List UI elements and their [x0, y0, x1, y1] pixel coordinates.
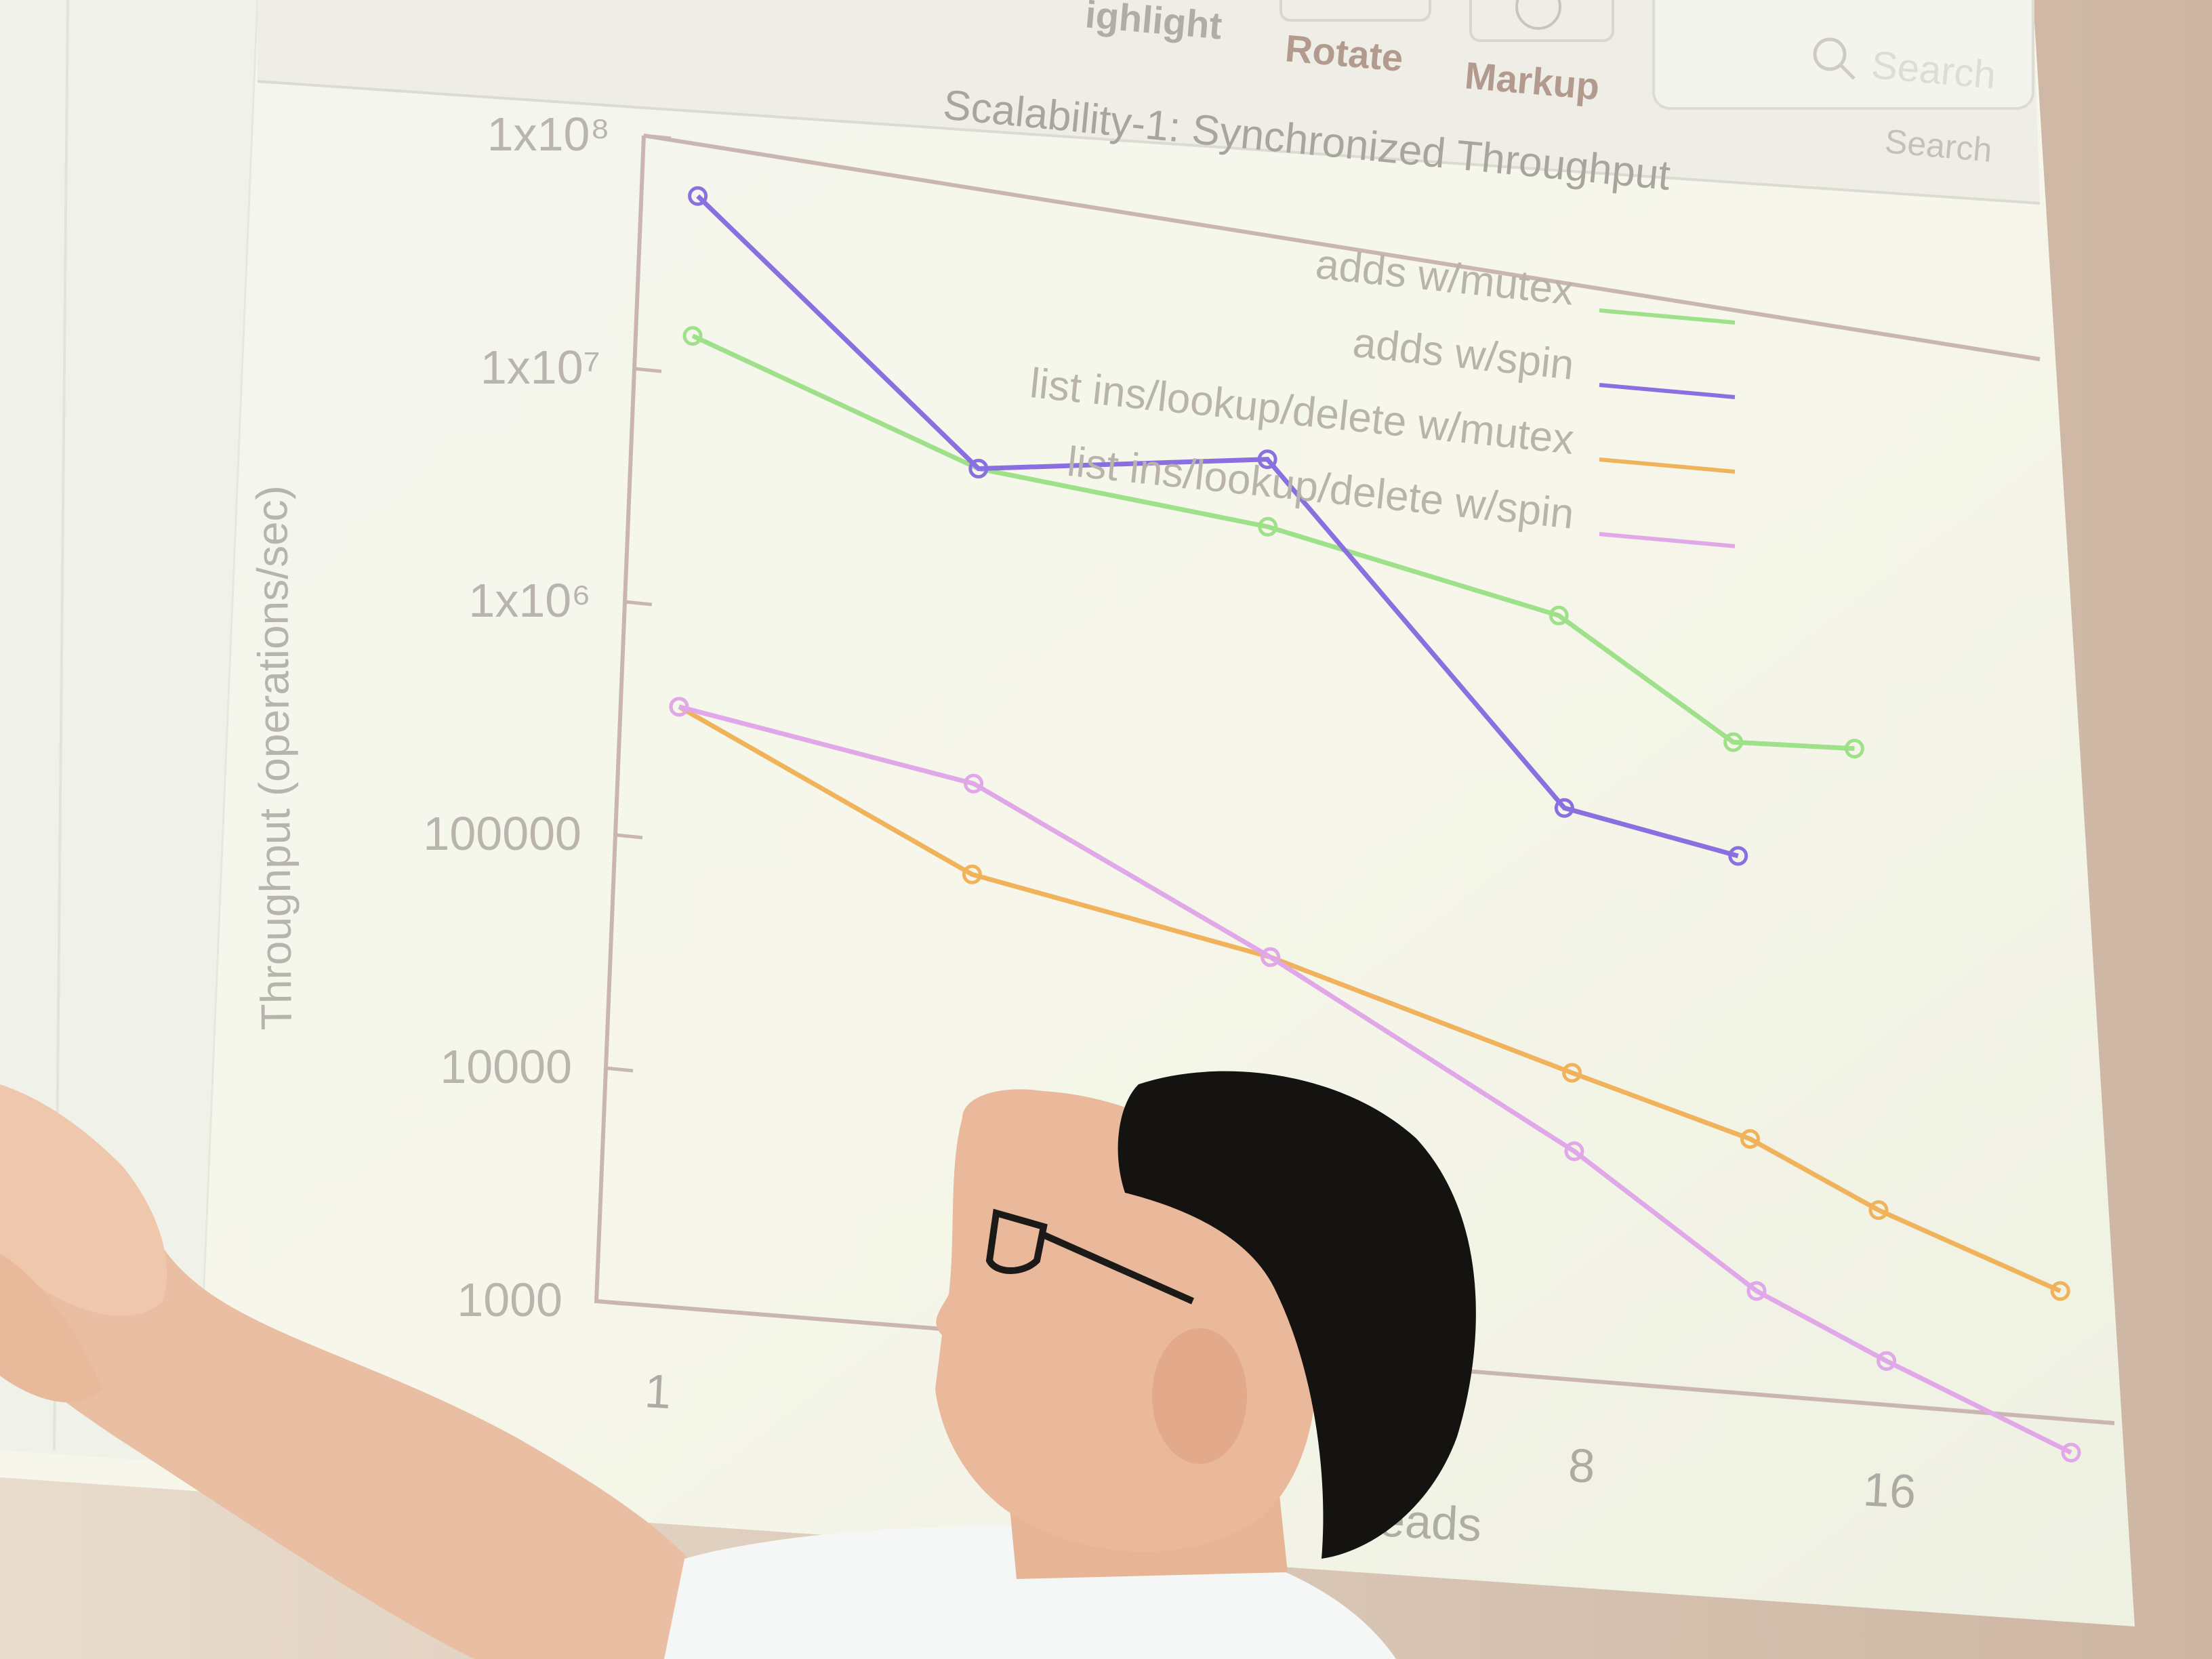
- axis-top: [643, 134, 2041, 361]
- x-tick-label: 8: [1567, 1439, 1596, 1493]
- data-point: [1549, 605, 1569, 626]
- y-tick-label: 1x10⁸: [487, 108, 610, 161]
- data-point: [1261, 947, 1281, 967]
- y-tick-label: 1x10⁶: [468, 574, 591, 627]
- data-point: [669, 697, 689, 717]
- y-tick-mark: [634, 367, 662, 373]
- x-tick-label: 1: [643, 1364, 672, 1418]
- search-icon: [1813, 37, 1847, 71]
- data-point: [1740, 1129, 1760, 1149]
- data-point: [682, 326, 703, 346]
- legend-swatch: [1599, 383, 1736, 399]
- toolbar: ighlight Rotate Markup Search Search: [1084, 0, 2034, 169]
- rotate-button-frame[interactable]: [1279, 0, 1431, 22]
- data-point: [1258, 516, 1278, 537]
- legend-swatch: [1599, 457, 1736, 474]
- data-point: [1728, 846, 1748, 866]
- data-point: [962, 864, 982, 884]
- legend-swatch: [1599, 308, 1736, 325]
- y-tick-label: 1x10⁷: [480, 341, 600, 394]
- toolbar-item-rotate[interactable]: Rotate: [1284, 26, 1405, 79]
- data-point: [688, 186, 708, 206]
- data-point: [964, 773, 984, 794]
- series-line-0: [691, 333, 1855, 752]
- data-point: [1746, 1281, 1767, 1301]
- y-axis-label: Throughput (operations/sec): [247, 485, 301, 1031]
- glasses-icon: [985, 1208, 1048, 1274]
- y-tick-mark: [643, 134, 672, 140]
- presenter-arm: [0, 1136, 705, 1659]
- data-point: [968, 459, 989, 479]
- x-tick-labels: 18 16: [643, 1364, 1917, 1518]
- y-tick-label: 10000: [440, 1040, 572, 1093]
- search-placeholder: Search: [1870, 43, 1998, 98]
- presenter-hand: [0, 1084, 167, 1316]
- markup-button-frame[interactable]: [1469, 0, 1614, 42]
- y-tick-label: 1000: [457, 1273, 562, 1326]
- data-point: [1562, 1063, 1582, 1083]
- x-tick-label: 16: [1862, 1462, 1917, 1518]
- legend-swatch: [1599, 532, 1736, 548]
- data-point: [1257, 449, 1277, 470]
- search-label: Search: [1883, 122, 1994, 169]
- data-point: [1844, 739, 1864, 759]
- y-tick-mark: [615, 833, 643, 840]
- series-line-1: [696, 194, 1739, 859]
- data-point: [1723, 732, 1744, 752]
- series-lines: [669, 186, 2081, 1462]
- y-tick-mark: [596, 1299, 624, 1306]
- y-tick-mark: [605, 1066, 634, 1073]
- data-point: [2050, 1281, 2070, 1301]
- markup-icon: [1515, 0, 1561, 30]
- presenter-hair: [1118, 1071, 1476, 1559]
- data-point: [1564, 1141, 1584, 1162]
- data-point: [1877, 1351, 1897, 1371]
- series-line-3: [678, 704, 2072, 1455]
- data-point: [1554, 798, 1574, 818]
- data-point: [2061, 1442, 2081, 1462]
- y-tick-label: 100000: [423, 807, 581, 860]
- y-tick-mark: [624, 600, 653, 607]
- data-point: [1868, 1200, 1889, 1221]
- y-tick-labels: 1000 10000 100000 1x10⁶ 1x10⁷ 1x10⁸: [423, 108, 672, 1326]
- series-line-2: [678, 704, 2062, 1294]
